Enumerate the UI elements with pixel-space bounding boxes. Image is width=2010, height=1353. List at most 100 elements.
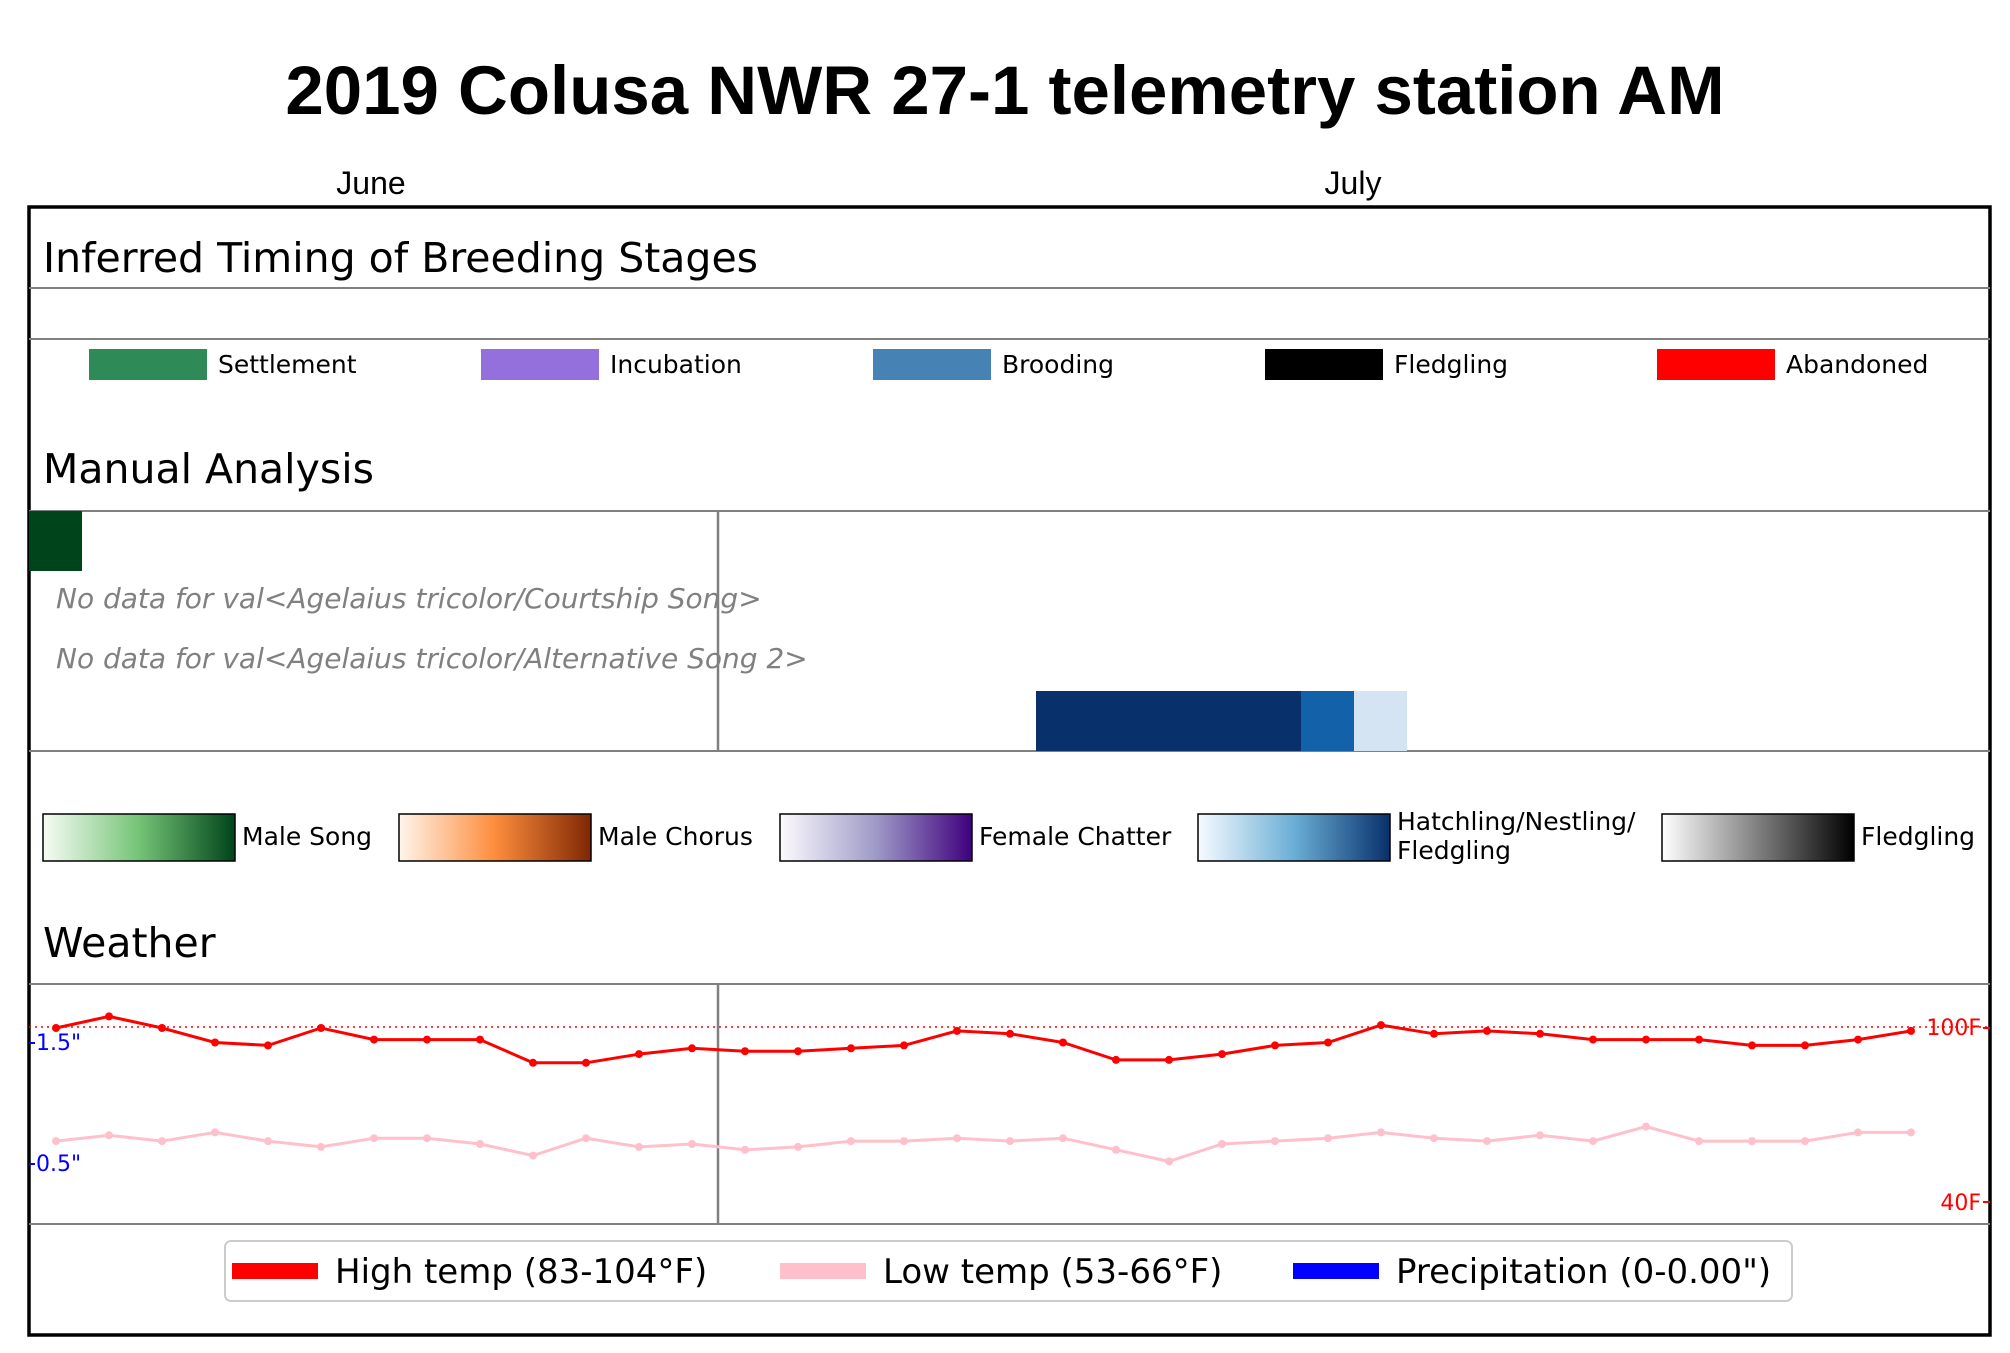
heat-legend-bar-male-chorus bbox=[398, 813, 592, 862]
series-point-high-temp-83-104-f-5 bbox=[317, 1024, 325, 1032]
series-point-low-temp-53-66-f-23 bbox=[1271, 1137, 1279, 1146]
weather-legend-label-high-temp-83-104-f: High temp (83-104°F) bbox=[335, 1252, 707, 1292]
series-point-low-temp-53-66-f-25 bbox=[1377, 1128, 1385, 1137]
weather-legend-swatch-low-temp-53-66-f bbox=[780, 1263, 866, 1279]
weather-legend-label-low-temp-53-66-f: Low temp (53-66°F) bbox=[883, 1252, 1222, 1292]
heatmap-cell-male-song-0 bbox=[29, 511, 82, 571]
series-point-high-temp-83-104-f-11 bbox=[635, 1050, 643, 1059]
series-point-high-temp-83-104-f-2 bbox=[158, 1024, 166, 1032]
series-point-high-temp-83-104-f-25 bbox=[1377, 1021, 1385, 1030]
series-point-high-temp-83-104-f-23 bbox=[1271, 1041, 1279, 1050]
series-point-low-temp-53-66-f-32 bbox=[1748, 1137, 1756, 1146]
series-point-low-temp-53-66-f-18 bbox=[1006, 1137, 1014, 1146]
stage-legend-swatch-abandoned bbox=[1657, 349, 1775, 380]
series-point-high-temp-83-104-f-32 bbox=[1748, 1041, 1756, 1050]
series-point-low-temp-53-66-f-21 bbox=[1165, 1157, 1173, 1166]
section-title-manual: Manual Analysis bbox=[43, 445, 374, 493]
section-title-weather: Weather bbox=[43, 919, 216, 967]
stage-legend-swatch-brooding bbox=[873, 349, 991, 380]
series-point-low-temp-53-66-f-34 bbox=[1854, 1128, 1862, 1137]
series-point-low-temp-53-66-f-11 bbox=[635, 1142, 643, 1151]
series-point-high-temp-83-104-f-19 bbox=[1059, 1038, 1067, 1047]
section-title-breeding: Inferred Timing of Breeding Stages bbox=[43, 234, 758, 282]
heat-legend-label-male-chorus: Male Chorus bbox=[598, 822, 753, 851]
weather-legend-box bbox=[224, 1240, 1793, 1302]
heat-legend-bar-male-song bbox=[42, 813, 236, 862]
series-point-low-temp-53-66-f-29 bbox=[1589, 1137, 1597, 1146]
series-point-low-temp-53-66-f-9 bbox=[529, 1151, 537, 1160]
series-point-low-temp-53-66-f-5 bbox=[317, 1142, 325, 1151]
series-point-high-temp-83-104-f-13 bbox=[741, 1047, 749, 1056]
series-point-low-temp-53-66-f-10 bbox=[582, 1134, 590, 1143]
series-point-low-temp-53-66-f-31 bbox=[1695, 1137, 1703, 1146]
weather-legend-swatch-high-temp-83-104-f bbox=[232, 1263, 318, 1279]
figure-frame bbox=[27, 205, 1992, 1337]
series-point-high-temp-83-104-f-30 bbox=[1642, 1035, 1650, 1044]
heat-legend-label-female-chatter: Female Chatter bbox=[979, 822, 1172, 851]
series-point-high-temp-83-104-f-4 bbox=[264, 1041, 272, 1050]
series-point-high-temp-83-104-f-26 bbox=[1430, 1029, 1438, 1038]
series-point-low-temp-53-66-f-27 bbox=[1483, 1137, 1491, 1146]
stage-legend-label-fledgling: Fledgling bbox=[1394, 350, 1508, 379]
temp-tick-top: 100F bbox=[1926, 1016, 1981, 1041]
weather-legend-label-precipitation-0-0-00: Precipitation (0-0.00") bbox=[1396, 1252, 1771, 1292]
series-point-high-temp-83-104-f-7 bbox=[423, 1035, 431, 1044]
series-point-high-temp-83-104-f-0 bbox=[52, 1024, 60, 1032]
temp-tick-bottom: 40F bbox=[1940, 1191, 1981, 1216]
stage-legend-swatch-settlement bbox=[89, 349, 207, 380]
stage-legend-label-settlement: Settlement bbox=[218, 350, 357, 379]
series-point-high-temp-83-104-f-29 bbox=[1589, 1035, 1597, 1044]
heatmap-cell-hatchling-nestling-fledgling-1 bbox=[1301, 691, 1354, 751]
series-point-low-temp-53-66-f-35 bbox=[1907, 1128, 1915, 1137]
no-data-courtship-song: No data for val<Agelaius tricolor/Courts… bbox=[56, 582, 762, 615]
heatmap-cell-hatchling-nestling-fledgling-2 bbox=[1354, 691, 1407, 751]
series-point-high-temp-83-104-f-20 bbox=[1112, 1055, 1120, 1064]
series-point-high-temp-83-104-f-24 bbox=[1324, 1038, 1332, 1047]
stage-legend-label-incubation: Incubation bbox=[610, 350, 742, 379]
series-point-high-temp-83-104-f-18 bbox=[1006, 1029, 1014, 1038]
series-point-high-temp-83-104-f-34 bbox=[1854, 1035, 1862, 1044]
series-point-low-temp-53-66-f-20 bbox=[1112, 1145, 1120, 1154]
series-point-low-temp-53-66-f-3 bbox=[211, 1128, 219, 1137]
series-point-high-temp-83-104-f-22 bbox=[1218, 1050, 1226, 1059]
series-point-low-temp-53-66-f-2 bbox=[158, 1137, 166, 1146]
series-point-low-temp-53-66-f-28 bbox=[1536, 1131, 1544, 1140]
series-point-high-temp-83-104-f-14 bbox=[794, 1047, 802, 1056]
series-point-high-temp-83-104-f-9 bbox=[529, 1058, 537, 1067]
stage-legend: Settlement Incubation Brooding Fledgling Aba… bbox=[89, 349, 1928, 380]
series-point-low-temp-53-66-f-24 bbox=[1324, 1134, 1332, 1143]
series-point-high-temp-83-104-f-17 bbox=[953, 1026, 961, 1035]
heatmap-cell-hatchling-nestling-fledgling-0 bbox=[1036, 691, 1301, 751]
series-point-low-temp-53-66-f-0 bbox=[52, 1137, 60, 1146]
series-point-low-temp-53-66-f-16 bbox=[900, 1137, 908, 1146]
heat-legend-bar-fledgling bbox=[1661, 813, 1855, 862]
series-point-high-temp-83-104-f-28 bbox=[1536, 1029, 1544, 1038]
series-point-low-temp-53-66-f-19 bbox=[1059, 1134, 1067, 1143]
heat-legend-label-hatchling-nestling-fledgling: Hatchling/Nestling/Fledgling bbox=[1397, 807, 1636, 865]
series-point-high-temp-83-104-f-27 bbox=[1483, 1026, 1491, 1035]
heatmap-legend: Male Song Male Chorus Female Chatter Hatchl… bbox=[42, 807, 1975, 865]
series-point-high-temp-83-104-f-6 bbox=[370, 1035, 378, 1044]
series-point-high-temp-83-104-f-12 bbox=[688, 1044, 696, 1053]
precip-tick-top: 1.5" bbox=[36, 1031, 81, 1056]
series-point-low-temp-53-66-f-15 bbox=[847, 1137, 855, 1146]
month-label-july: July bbox=[1325, 165, 1382, 201]
series-point-high-temp-83-104-f-8 bbox=[476, 1035, 484, 1044]
series-point-high-temp-83-104-f-1 bbox=[105, 1012, 113, 1021]
series-point-high-temp-83-104-f-33 bbox=[1801, 1041, 1809, 1050]
series-point-high-temp-83-104-f-21 bbox=[1165, 1055, 1173, 1064]
manual-heatmap-cells bbox=[29, 511, 1407, 751]
weather-legend-swatch-precipitation-0-0-00 bbox=[1293, 1263, 1379, 1279]
precip-tick-mid: 0.5" bbox=[36, 1152, 81, 1177]
heat-legend-bar-female-chatter bbox=[779, 813, 973, 862]
stage-legend-label-abandoned: Abandoned bbox=[1786, 350, 1928, 379]
series-point-high-temp-83-104-f-10 bbox=[582, 1058, 590, 1067]
series-point-high-temp-83-104-f-16 bbox=[900, 1041, 908, 1050]
weather-legend: High temp (83-104°F) Low temp (53-66°F) Pr… bbox=[232, 1252, 1771, 1292]
series-point-high-temp-83-104-f-15 bbox=[847, 1044, 855, 1053]
series-point-low-temp-53-66-f-6 bbox=[370, 1134, 378, 1143]
series-point-high-temp-83-104-f-31 bbox=[1695, 1035, 1703, 1044]
series-point-low-temp-53-66-f-33 bbox=[1801, 1137, 1809, 1146]
series-point-low-temp-53-66-f-12 bbox=[688, 1140, 696, 1148]
series-point-low-temp-53-66-f-22 bbox=[1218, 1140, 1226, 1148]
